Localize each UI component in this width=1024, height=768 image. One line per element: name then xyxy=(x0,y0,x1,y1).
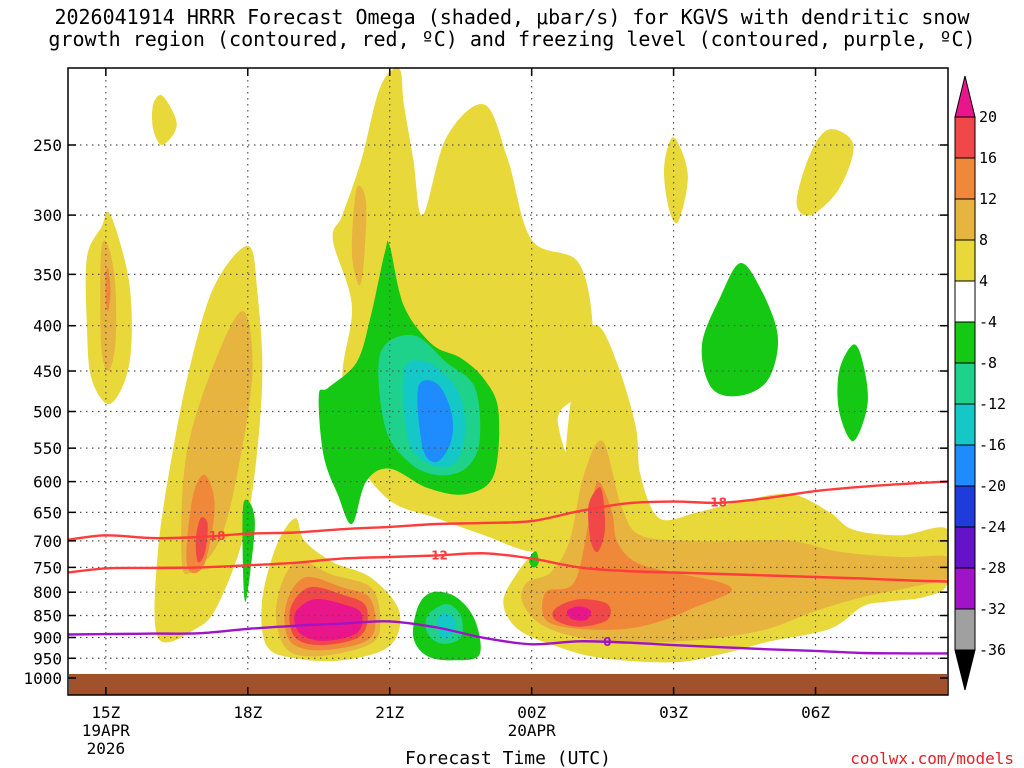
omega-region-orange-left-core xyxy=(105,267,111,312)
colorbar-label-3: 8 xyxy=(979,231,988,249)
contour--18 xyxy=(68,480,948,541)
omega-region-green-sliver-18z xyxy=(242,499,255,602)
x-tick-label-21Z: 21Z xyxy=(375,703,404,722)
y-tick-label-850: 850 xyxy=(33,607,62,626)
y-axis: 250 300 350 400 450 500 550 600 650 700 750 800 850 9… xyxy=(23,136,948,688)
x-tick-label-00Z: 00Z xyxy=(517,703,546,722)
y-tick-label-300: 300 xyxy=(33,206,62,225)
plot-border xyxy=(67,67,949,696)
omega-region-cyan-low-blob xyxy=(436,613,457,639)
colorbar-swatch-2 xyxy=(954,198,976,241)
contour-label--12-0: -12 xyxy=(426,548,448,562)
colorbar-swatch-9 xyxy=(954,485,976,528)
omega-region-green-tiny-top xyxy=(105,68,107,69)
colorbar-label-12: -32 xyxy=(979,600,1006,618)
colorbar-swatch-5 xyxy=(954,321,976,364)
omega-region-gold-mid-strip xyxy=(351,185,367,286)
colorbar-swatch-8 xyxy=(954,444,976,487)
omega-region-yellow-far-right-top xyxy=(796,129,854,216)
x-tick-label-06Z: 06Z xyxy=(801,703,830,722)
x-year-label-15Z: 2026 xyxy=(87,739,126,758)
omega-region-blue-mid-core xyxy=(417,380,453,463)
colorbar-label-4: 4 xyxy=(979,272,988,290)
terrain-band xyxy=(69,674,947,695)
terrain-layer xyxy=(69,674,947,695)
chart-title: 2026041914 HRRR Forecast Omega (shaded, … xyxy=(0,6,1024,50)
colorbar-swatch-11 xyxy=(954,567,976,610)
omega-region-red-right-vertical xyxy=(588,487,606,553)
y-tick-label-650: 650 xyxy=(33,503,62,522)
y-tick-label-550: 550 xyxy=(33,439,62,458)
omega-region-green-right-blob xyxy=(701,263,779,397)
colorbar-swatch-6 xyxy=(954,362,976,405)
contour-lines: -18 -18 -12 0 xyxy=(68,480,948,655)
contour-0 xyxy=(68,620,948,655)
y-tick-label-600: 600 xyxy=(33,473,62,492)
contour-label--18-0: -18 xyxy=(204,529,226,543)
y-tick-label-950: 950 xyxy=(33,649,62,668)
y-tick-label-450: 450 xyxy=(33,362,62,381)
y-tick-label-750: 750 xyxy=(33,558,62,577)
y-tick-label-250: 250 xyxy=(33,136,62,155)
y-tick-label-700: 700 xyxy=(33,532,62,551)
plot-frame xyxy=(67,67,949,696)
omega-region-magenta-low-core xyxy=(294,598,363,641)
omega-region-magenta-right-lowcore xyxy=(566,606,592,621)
x-tick-label-15Z: 15Z xyxy=(91,703,120,722)
x-axis-title: Forecast Time (UTC) xyxy=(405,748,611,768)
colorbar-label-6: -8 xyxy=(979,354,997,372)
y-tick-label-350: 350 xyxy=(33,265,62,284)
colorbar-label-1: 16 xyxy=(979,149,997,167)
colorbar-label-9: -20 xyxy=(979,477,1006,495)
x-tick-label-03Z: 03Z xyxy=(659,703,688,722)
x-date-label-15Z: 19APR xyxy=(82,721,131,740)
contour-label--18-1: -18 xyxy=(705,496,727,510)
colorbar-swatch-10 xyxy=(954,526,976,569)
x-tick-label-18Z: 18Z xyxy=(233,703,262,722)
credit-link[interactable]: coolwx.com/models xyxy=(850,749,1014,768)
omega-region-yellow-tiny-top xyxy=(152,94,177,146)
y-tick-label-500: 500 xyxy=(33,403,62,422)
colorbar-swatch-1 xyxy=(954,157,976,200)
colorbar-swatch-4 xyxy=(954,280,976,323)
contour--12 xyxy=(68,552,948,583)
colorbar-label-8: -16 xyxy=(979,436,1006,454)
x-date-label-00Z: 20APR xyxy=(508,721,557,740)
colorbar-label-10: -24 xyxy=(979,518,1006,536)
omega-region-green-far-right-blob xyxy=(837,344,868,442)
colorbar-label-5: -4 xyxy=(979,313,997,331)
y-tick-label-900: 900 xyxy=(33,628,62,647)
colorbar-swatch-3 xyxy=(954,239,976,282)
omega-region-yellow-mini-right xyxy=(663,137,688,224)
colorbar-top-triangle xyxy=(954,75,976,118)
colorbar-swatch-7 xyxy=(954,403,976,446)
chart-title-line1: 2026041914 HRRR Forecast Omega (shaded, … xyxy=(54,5,970,29)
colorbar-swatch-0 xyxy=(954,116,976,159)
y-tick-label-400: 400 xyxy=(33,317,62,336)
colorbar-label-11: -28 xyxy=(979,559,1006,577)
y-tick-label-1000: 1000 xyxy=(23,669,62,688)
colorbar-label-13: -36 xyxy=(979,641,1006,659)
colorbar-swatch-12 xyxy=(954,608,976,651)
omega-region-orange-right-big xyxy=(541,481,732,630)
colorbar-label-2: 12 xyxy=(979,190,997,208)
colorbar-label-7: -12 xyxy=(979,395,1006,413)
y-tick-label-800: 800 xyxy=(33,583,62,602)
chart-title-line2: growth region (contoured, red, ºC) and f… xyxy=(48,27,976,51)
omega-region-red-tilted-core xyxy=(195,517,208,563)
colorbar: 20 16 12 8 4 -4 -8 -12 -16 -20 -24 -28 -32 -36 xyxy=(954,75,1006,691)
colorbar-label-0: 20 xyxy=(979,108,997,126)
colorbar-bottom-triangle xyxy=(954,649,976,691)
contour-label-0-0: 0 xyxy=(603,635,611,649)
